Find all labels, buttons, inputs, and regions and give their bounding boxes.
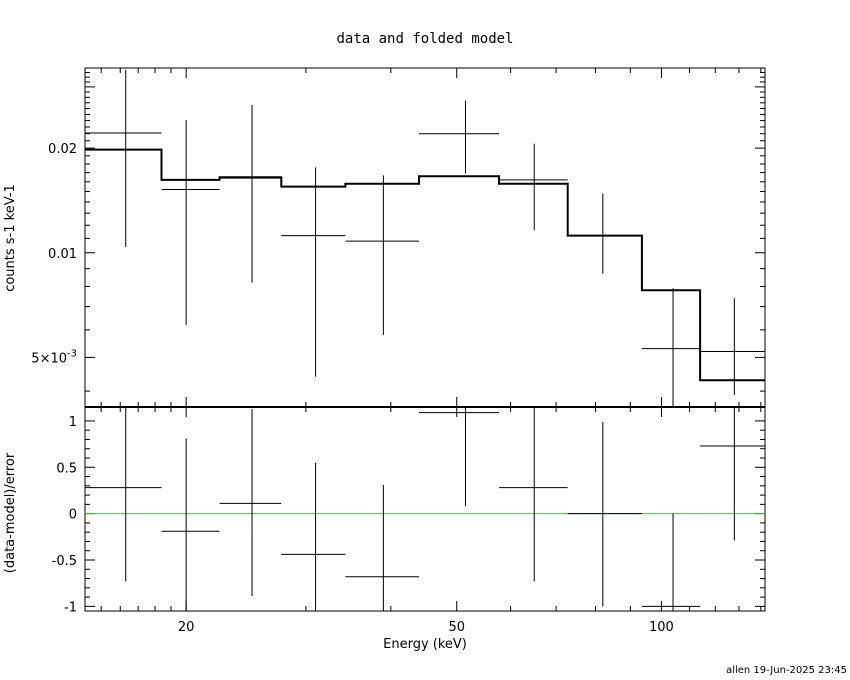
top-panel-frame: [84, 67, 766, 408]
x-tick-label: 100: [649, 620, 674, 635]
top-y-tick-label: 5×10-3: [31, 348, 77, 366]
footer-timestamp: allen 19-Jun-2025 23:45: [726, 665, 847, 676]
bottom-y-tick-label: -1: [64, 600, 77, 615]
bottom-y-tick-label: 1: [69, 415, 77, 430]
model-step-line: [85, 148, 765, 382]
bottom-y-tick-label: 0: [69, 508, 77, 523]
bottom-y-tick-label: -0.5: [52, 554, 77, 569]
top-y-axis-label: counts s-1 keV-1: [3, 184, 18, 292]
bottom-panel-frame: [84, 406, 766, 612]
top-y-tick-label: 0.01: [48, 247, 77, 262]
data-and-model-panel: 0.02 0.01 5×10-3: [31, 67, 766, 408]
x-tick-label: 50: [448, 620, 465, 635]
bottom-y-tick-label: 0.5: [56, 461, 77, 476]
residuals-panel: 20 50 100 1 0.5 0 -0.5 -1: [52, 406, 766, 635]
chart-title: data and folded model: [336, 31, 513, 47]
top-y-tick-label: 0.02: [48, 142, 77, 157]
x-axis-label: Energy (keV): [383, 637, 467, 652]
x-tick-label: 20: [178, 620, 195, 635]
bottom-y-axis-label: (data-model)/error: [3, 452, 18, 573]
